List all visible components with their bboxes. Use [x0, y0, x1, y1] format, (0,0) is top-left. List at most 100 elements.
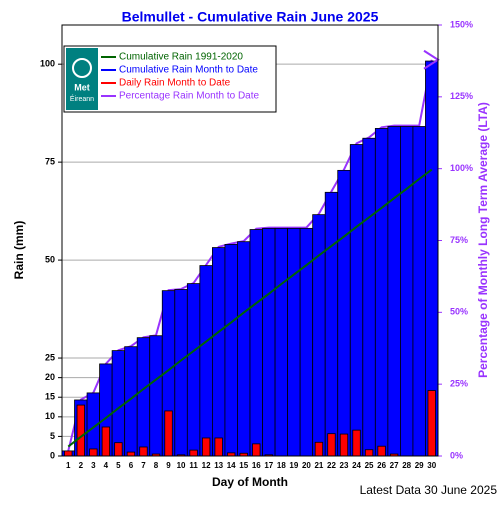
bar	[387, 126, 401, 457]
bar	[287, 227, 301, 457]
bar	[186, 283, 201, 457]
x-tick-label: 13	[214, 461, 223, 470]
y2-tick-label: 100%	[450, 163, 473, 173]
bar	[224, 244, 238, 457]
x-tick-label: 24	[352, 461, 361, 470]
x-tick-label: 4	[104, 461, 109, 470]
bar	[427, 390, 436, 457]
bar	[237, 241, 251, 457]
x-tick-label: 30	[427, 461, 436, 470]
bar	[149, 335, 163, 457]
bar	[339, 433, 349, 457]
y2-tick-label: 25%	[450, 379, 468, 389]
bar	[374, 128, 389, 457]
bar	[126, 451, 136, 457]
bar	[349, 144, 364, 457]
bar	[364, 449, 374, 457]
legend-box	[63, 45, 277, 113]
bar	[89, 448, 98, 457]
bar	[314, 441, 324, 457]
chart-title: Belmullet - Cumulative Rain June 2025	[122, 9, 379, 25]
x-tick-label: 10	[177, 461, 186, 470]
bar	[324, 191, 339, 457]
x-tick-label: 20	[302, 461, 311, 470]
bar	[252, 443, 261, 457]
bar	[352, 429, 361, 457]
bar	[189, 449, 198, 457]
x-tick-label: 2	[79, 461, 84, 470]
x-tick-label: 25	[365, 461, 374, 470]
bar	[399, 126, 414, 457]
bar	[114, 442, 123, 457]
y-tick-label: 5	[50, 431, 55, 441]
bar	[174, 289, 188, 457]
x-tick-label: 22	[327, 461, 336, 470]
y2-tick-label: 50%	[450, 307, 468, 317]
y-tick-label: 25	[45, 352, 55, 362]
bar	[199, 265, 213, 457]
x-tick-label: 9	[166, 461, 171, 470]
x-tick-label: 7	[141, 461, 146, 470]
bar	[164, 410, 173, 457]
x-tick-label: 23	[340, 461, 349, 470]
x-tick-label: 26	[377, 461, 386, 470]
x-tick-label: 27	[390, 461, 399, 470]
y-tick-label: 20	[45, 372, 55, 382]
y2-tick-label: 125%	[450, 91, 473, 101]
y-tick-label: 50	[45, 254, 55, 264]
y2-axis-label: Percentage of Monthly Long Term Average …	[476, 102, 490, 378]
bar	[337, 169, 351, 457]
x-tick-label: 17	[264, 461, 273, 470]
legend-label: Cumulative Rain Month to Date	[119, 65, 258, 76]
bar	[327, 433, 336, 457]
x-tick-label: 12	[202, 461, 211, 470]
y-tick-label: 10	[45, 411, 55, 421]
bar	[249, 229, 263, 457]
x-tick-label: 19	[289, 461, 298, 470]
legend-label: Percentage Rain Month to Date	[119, 91, 260, 102]
logo-text: Éireann	[70, 94, 94, 103]
bar	[312, 214, 326, 457]
x-tick-label: 1	[66, 461, 71, 470]
bar	[101, 426, 111, 457]
x-tick-label: 15	[239, 461, 248, 470]
bar	[76, 404, 85, 457]
footer: Latest Data 30 June 2025	[360, 483, 498, 497]
y2-tick-label: 0%	[450, 450, 463, 460]
y2-tick-label: 150%	[450, 19, 473, 29]
y2-tick-label: 75%	[450, 235, 468, 245]
plot-frame	[61, 24, 439, 457]
legend-label: Daily Rain Month to Date	[119, 78, 231, 89]
bar	[211, 247, 226, 457]
line	[67, 168, 433, 448]
x-tick-label: 5	[116, 461, 121, 470]
x-tick-label: 11	[189, 461, 198, 470]
y-tick-label: 75	[45, 157, 55, 167]
bar	[139, 446, 148, 457]
x-tick-label: 14	[227, 461, 236, 470]
bar	[136, 337, 151, 457]
x-tick-label: 29	[415, 461, 424, 470]
logo-swirl	[72, 58, 92, 78]
bar	[111, 350, 126, 457]
x-tick-label: 8	[154, 461, 159, 470]
bar	[64, 450, 73, 457]
x-tick-label: 3	[91, 461, 96, 470]
legend-label: Cumulative Rain 1991-2020	[119, 52, 243, 63]
y-tick-label: 0	[50, 450, 55, 460]
y-axis-label: Rain (mm)	[12, 221, 26, 280]
bar	[214, 437, 223, 457]
x-tick-label: 16	[252, 461, 261, 470]
x-tick-label: 28	[402, 461, 411, 470]
bar	[274, 227, 289, 457]
x-tick-label: 6	[129, 461, 134, 470]
bar	[201, 437, 211, 457]
y-tick-label: 15	[45, 392, 55, 402]
x-tick-label: 21	[314, 461, 323, 470]
logo-text: Met	[74, 82, 90, 92]
y-tick-label: 100	[40, 59, 55, 69]
x-axis-label: Day of Month	[212, 475, 288, 489]
bar	[262, 227, 276, 457]
bar	[377, 445, 386, 457]
